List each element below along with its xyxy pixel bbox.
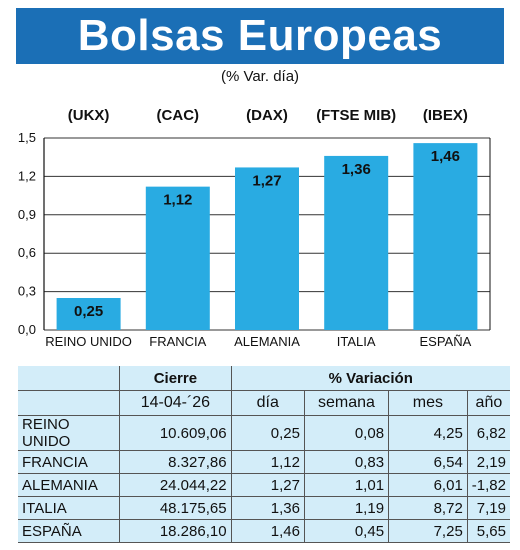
bar xyxy=(145,186,210,330)
row-semana: 0,08 xyxy=(304,415,390,451)
ticker-label: (UKX) xyxy=(68,107,110,124)
row-name: ESPAÑA xyxy=(18,519,121,543)
x-category-label: REINO UNIDO xyxy=(45,334,132,349)
row-semana: 1,19 xyxy=(304,496,390,520)
row-name: ITALIA xyxy=(18,496,121,520)
ticker-label: (CAC) xyxy=(157,107,200,124)
bar-value-label: 0,25 xyxy=(74,303,103,320)
table-row: ALEMANIA 24.044,22 1,27 1,01 6,01 -1,82 xyxy=(18,473,510,497)
bar xyxy=(56,298,121,330)
y-tick-label: 0,9 xyxy=(18,207,36,222)
y-tick-label: 1,2 xyxy=(18,168,36,183)
header-cierre: Cierre xyxy=(119,366,232,391)
row-semana: 0,45 xyxy=(304,519,390,543)
row-mes: 6,54 xyxy=(388,450,468,474)
table-header-row: Cierre % Variación xyxy=(18,366,510,391)
market-table: Cierre % Variación 14-04-´26 día semana … xyxy=(18,366,510,543)
row-cierre: 8.327,86 xyxy=(119,450,232,474)
table-row: REINO UNIDO 10.609,06 0,25 0,08 4,25 6,8… xyxy=(18,415,510,451)
row-mes: 4,25 xyxy=(388,415,468,451)
table-row: ESPAÑA 18.286,10 1,46 0,45 7,25 5,65 xyxy=(18,519,510,543)
x-category-label: FRANCIA xyxy=(149,334,206,349)
row-ano: 7,19 xyxy=(467,496,510,520)
ticker-label: (DAX) xyxy=(246,107,288,124)
row-ano: 6,82 xyxy=(467,415,510,451)
row-semana: 1,01 xyxy=(304,473,390,497)
chart-subtitle: (% Var. día) xyxy=(220,68,300,85)
row-cierre: 18.286,10 xyxy=(119,519,232,543)
bar xyxy=(235,167,299,330)
row-dia: 1,46 xyxy=(231,519,305,543)
ticker-label: (FTSE MIB) xyxy=(316,107,396,124)
header-blank xyxy=(18,366,121,391)
y-tick-label: 0,6 xyxy=(18,245,36,260)
x-category-label: ESPAÑA xyxy=(420,334,472,349)
bar-chart: 0,0 0,3 0,6 0,9 1,2 1,5 0,25 REINO UNIDO (UKX) 1,… xyxy=(18,107,491,349)
y-tick-label: 0,0 xyxy=(18,322,36,337)
row-dia: 1,12 xyxy=(231,450,305,474)
row-name: ALEMANIA xyxy=(18,473,121,497)
subheader-dia: día xyxy=(231,390,305,416)
row-name: FRANCIA xyxy=(18,450,121,474)
row-cierre: 24.044,22 xyxy=(119,473,232,497)
x-category-label: ALEMANIA xyxy=(234,334,300,349)
table-row: ITALIA 48.175,65 1,36 1,19 8,72 7,19 xyxy=(18,496,510,520)
row-dia: 1,27 xyxy=(231,473,305,497)
bar-value-label: 1,27 xyxy=(252,172,281,189)
row-semana: 0,83 xyxy=(304,450,390,474)
bar xyxy=(324,155,389,330)
subheader-mes: mes xyxy=(388,390,468,416)
row-mes: 8,72 xyxy=(388,496,468,520)
y-tick-label: 1,5 xyxy=(18,130,36,145)
row-dia: 0,25 xyxy=(231,415,305,451)
header-variacion: % Variación xyxy=(231,366,510,391)
chart-title: Bolsas Europeas xyxy=(77,11,443,60)
row-name: REINO UNIDO xyxy=(18,415,121,451)
row-dia: 1,36 xyxy=(231,496,305,520)
subheader-ano: año xyxy=(467,390,510,416)
row-ano: -1,82 xyxy=(467,473,510,497)
subheader-blank xyxy=(18,390,121,416)
row-ano: 2,19 xyxy=(467,450,510,474)
title-banner: Bolsas Europeas xyxy=(16,8,504,64)
ticker-label: (IBEX) xyxy=(423,107,468,124)
table-row: FRANCIA 8.327,86 1,12 0,83 6,54 2,19 xyxy=(18,450,510,474)
row-cierre: 10.609,06 xyxy=(119,415,232,451)
subheader-semana: semana xyxy=(304,390,390,416)
row-mes: 6,01 xyxy=(388,473,468,497)
bar-value-label: 1,12 xyxy=(163,192,192,209)
table-subheader-row: 14-04-´26 día semana mes año xyxy=(18,390,510,416)
subheader-date: 14-04-´26 xyxy=(119,390,232,416)
row-mes: 7,25 xyxy=(388,519,468,543)
y-tick-label: 0,3 xyxy=(18,284,36,299)
bar-value-label: 1,36 xyxy=(342,161,371,178)
bar xyxy=(413,143,478,330)
x-category-label: ITALIA xyxy=(337,334,376,349)
bar-value-label: 1,46 xyxy=(431,148,460,165)
row-cierre: 48.175,65 xyxy=(119,496,232,520)
row-ano: 5,65 xyxy=(467,519,510,543)
